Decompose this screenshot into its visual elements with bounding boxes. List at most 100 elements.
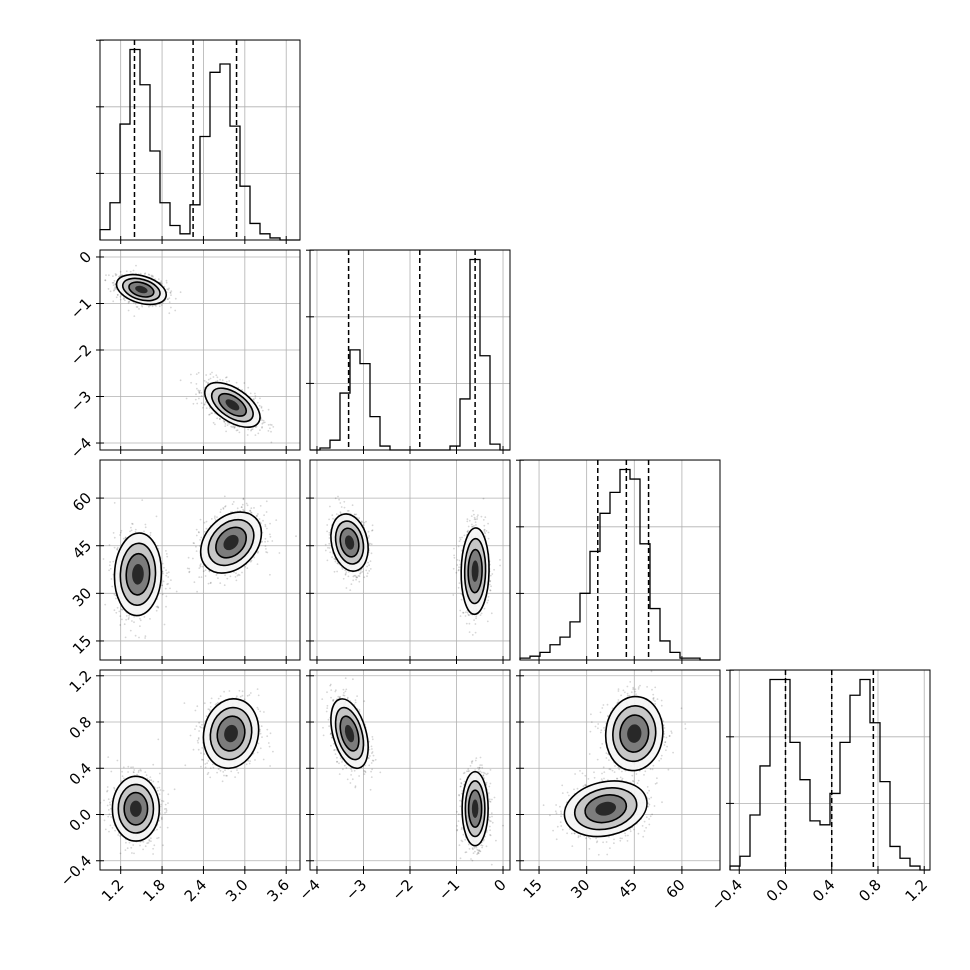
scatter-point <box>338 498 340 501</box>
panel-frame <box>99 459 301 661</box>
scatter-point <box>207 582 210 585</box>
scatter-point <box>250 428 253 431</box>
scatter-point <box>256 515 258 517</box>
scatter-point <box>324 543 327 546</box>
scatter-point <box>493 568 495 571</box>
scatter-point <box>238 574 241 576</box>
scatter-point <box>473 525 475 527</box>
scatter-point <box>246 567 249 569</box>
scatter-point <box>113 546 116 549</box>
scatter-point <box>341 568 344 570</box>
panel-frame <box>519 459 721 661</box>
y-tick-label: 0 <box>76 248 95 267</box>
scatter-point <box>188 571 191 574</box>
scatter-point <box>360 520 363 523</box>
scatter-point <box>211 371 213 374</box>
scatter-point <box>252 398 255 400</box>
scatter-point <box>198 531 200 534</box>
scatter-point <box>139 625 141 628</box>
scatter-point <box>196 402 199 405</box>
x-tick-label: 1.2 <box>901 876 931 906</box>
scatter-point <box>225 380 228 383</box>
scatter-point <box>157 278 160 280</box>
scatter-point <box>265 500 268 503</box>
scatter-point <box>235 572 237 575</box>
scatter-point <box>234 576 237 578</box>
scatter-point <box>261 409 264 412</box>
scatter-point <box>125 615 128 617</box>
scatter-point <box>339 511 342 514</box>
scatter-point <box>161 584 163 587</box>
scatter-point <box>270 430 272 433</box>
scatter-point <box>347 571 350 573</box>
scatter-point <box>264 525 267 528</box>
scatter-point <box>333 570 336 573</box>
contour-level-4 <box>135 285 148 294</box>
scatter-point <box>113 609 116 612</box>
scatter-point <box>369 560 372 563</box>
scatter-point <box>473 516 476 519</box>
scatter-point <box>260 407 263 409</box>
scatter-point <box>118 275 120 278</box>
y-tick-label: −2 <box>67 341 95 369</box>
scatter-point <box>468 631 471 633</box>
scatter-point <box>170 290 173 292</box>
x-tick-label: −0.4 <box>708 876 746 914</box>
scatter-point <box>344 573 347 576</box>
scatter-point <box>129 270 132 273</box>
scatter-point <box>121 618 123 621</box>
scatter-point <box>115 597 117 600</box>
scatter-point <box>256 401 259 404</box>
scatter-point <box>369 568 372 570</box>
scatter-point <box>197 389 200 392</box>
scatter-point <box>269 535 272 538</box>
scatter-point <box>231 426 234 428</box>
scatter-point <box>104 603 107 606</box>
scatter-point <box>122 537 125 540</box>
scatter-point <box>196 590 199 593</box>
histogram-panel-p1 <box>306 249 511 454</box>
scatter-point <box>195 550 198 552</box>
scatter-point <box>198 392 201 394</box>
scatter-point <box>199 564 202 567</box>
scatter-point <box>208 413 210 416</box>
scatter-point <box>328 534 331 536</box>
scatter-point <box>458 559 461 562</box>
scatter-point <box>208 413 211 416</box>
scatter-point <box>270 424 273 426</box>
scatter-point <box>104 279 107 282</box>
scatter-point <box>356 576 358 578</box>
scatter-point <box>208 570 211 573</box>
scatter-point <box>135 264 137 267</box>
scatter-point <box>97 272 99 274</box>
scatter-point <box>278 552 281 554</box>
scatter-point <box>213 517 216 519</box>
scatter-point <box>363 521 366 524</box>
scatter-point <box>459 615 462 617</box>
scatter-point <box>224 425 227 427</box>
scatter-point <box>165 553 168 555</box>
scatter-point <box>129 629 132 632</box>
scatter-point <box>144 526 147 529</box>
scatter-point <box>118 610 121 613</box>
scatter-point <box>160 280 163 283</box>
scatter-point <box>200 576 203 578</box>
scatter-point <box>247 386 250 389</box>
scatter-point <box>328 547 331 549</box>
scatter-point <box>471 525 474 528</box>
scatter-point <box>167 576 170 578</box>
scatter-point <box>214 515 216 518</box>
scatter-point <box>363 524 365 526</box>
scatter-point <box>112 289 115 292</box>
scatter-point <box>343 506 346 509</box>
scatter-point <box>128 614 131 617</box>
scatter-point <box>200 402 203 404</box>
scatter-point <box>116 546 119 549</box>
scatter-point <box>124 299 126 302</box>
scatter-point <box>138 636 140 639</box>
scatter-point <box>269 427 271 430</box>
scatter-point <box>136 306 139 308</box>
scatter-point <box>336 562 339 564</box>
scatter-point <box>194 398 197 401</box>
scatter-point <box>250 559 253 562</box>
